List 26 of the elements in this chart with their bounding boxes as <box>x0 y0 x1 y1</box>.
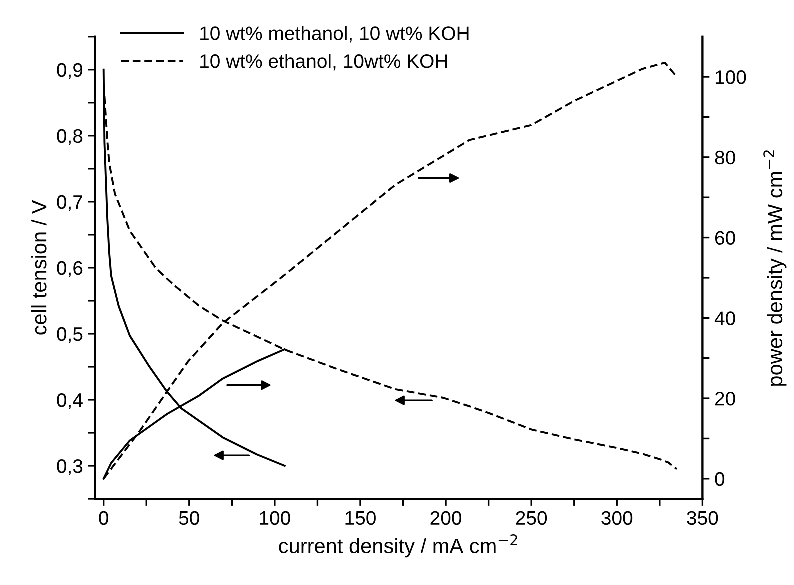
y2-tick-label: 0 <box>715 472 725 486</box>
legend-label: 10 wt% ethanol, 10wt% KOH <box>200 54 448 71</box>
x-tick-label: 0 <box>99 511 108 526</box>
y-tick-label: 0,8 <box>57 129 83 146</box>
legend-label: 10 wt% methanol, 10 wt% KOH <box>200 26 469 43</box>
y2-tick-label: 80 <box>715 150 736 165</box>
y2-tick-label: 40 <box>714 312 736 326</box>
x-tick-label: 300 <box>602 511 633 526</box>
y-tick-label: 0,5 <box>57 327 83 344</box>
x-tick-label: 50 <box>179 511 200 526</box>
y2-tick-label: 60 <box>715 231 736 246</box>
y2-axis-title: power density / mW cm$^{−2}$ <box>764 150 787 386</box>
y2-tick-label: 100 <box>716 70 746 84</box>
y-tick-label: 0,9 <box>57 63 83 80</box>
x-tick-label: 200 <box>430 511 462 526</box>
y-tick-label: 0,4 <box>57 393 83 410</box>
y-axis-title: cell tension / V <box>31 200 47 335</box>
x-tick-label: 250 <box>516 511 548 526</box>
x-tick-label: 100 <box>260 511 290 526</box>
x-axis-title: current density / mA cm$^{−2}$ <box>279 534 518 558</box>
y-tick-label: 0,3 <box>57 459 83 476</box>
y-tick-label: 0,6 <box>57 261 83 278</box>
x-tick-label: 350 <box>687 511 718 526</box>
y-tick-label: 0,7 <box>57 195 82 212</box>
x-tick-label: 150 <box>346 511 376 526</box>
y2-tick-label: 20 <box>715 392 736 406</box>
